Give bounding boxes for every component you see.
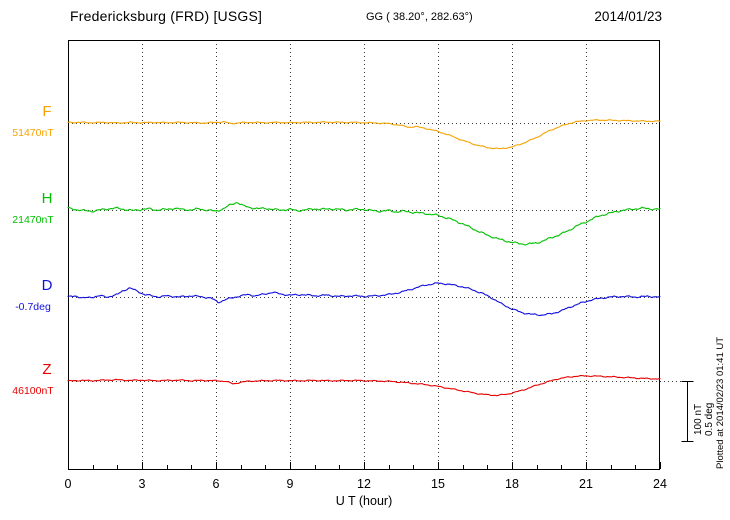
x-tick-label: 24 — [653, 477, 667, 491]
plot-frame — [68, 40, 660, 470]
trace-H — [67, 202, 661, 246]
trace-Z — [67, 374, 661, 397]
x-tick-label: 3 — [139, 477, 146, 491]
x-tick-label: 21 — [579, 477, 593, 491]
x-tick-label: 18 — [505, 477, 519, 491]
x-tick-label: 12 — [357, 477, 371, 491]
x-tick-label: 9 — [287, 477, 294, 491]
x-tick-label: 6 — [213, 477, 220, 491]
station-title: Fredericksburg (FRD) [USGS] — [70, 8, 263, 24]
geo-coordinates: GG ( 38.20°, 282.63°) — [366, 11, 473, 23]
plotted-at-note: Plotted at 2014/02/23 01:41 UT — [715, 336, 726, 469]
channel-label-D: D — [41, 277, 53, 294]
channel-label-Z: Z — [42, 361, 52, 378]
scale-bar-label-deg: 0.5 deg — [704, 402, 715, 436]
channel-baseline-value-H: 21470nT — [12, 214, 54, 226]
plot-date: 2014/01/23 — [594, 9, 662, 24]
x-tick-label: 0 — [65, 477, 72, 491]
channel-label-F: F — [42, 103, 52, 120]
channel-baseline-value-Z: 46100nT — [12, 385, 54, 397]
channel-baseline-value-F: 51470nT — [12, 127, 54, 139]
x-tick-label: 15 — [431, 477, 445, 491]
channel-baseline-value-D: -0.7deg — [15, 301, 51, 313]
trace-D — [67, 282, 661, 317]
scale-bar-label-nt: 100 nT — [693, 403, 704, 435]
x-axis-title: U T (hour) — [335, 494, 393, 508]
trace-F — [67, 119, 661, 150]
channel-label-H: H — [41, 190, 53, 207]
